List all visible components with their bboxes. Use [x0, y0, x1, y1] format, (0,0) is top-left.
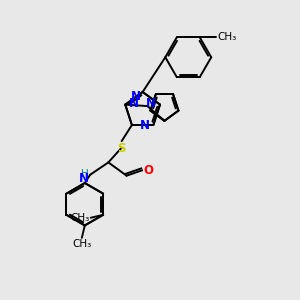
Text: CH₃: CH₃	[72, 239, 92, 249]
Text: S: S	[117, 142, 126, 155]
Text: N: N	[146, 97, 156, 110]
Text: N: N	[131, 90, 141, 103]
Text: H: H	[81, 169, 88, 178]
Text: CH₃: CH₃	[217, 32, 236, 42]
Text: N: N	[129, 97, 139, 110]
Text: N: N	[140, 118, 149, 131]
Text: O: O	[144, 164, 154, 177]
Text: CH₃: CH₃	[70, 213, 90, 223]
Text: N: N	[79, 172, 89, 185]
